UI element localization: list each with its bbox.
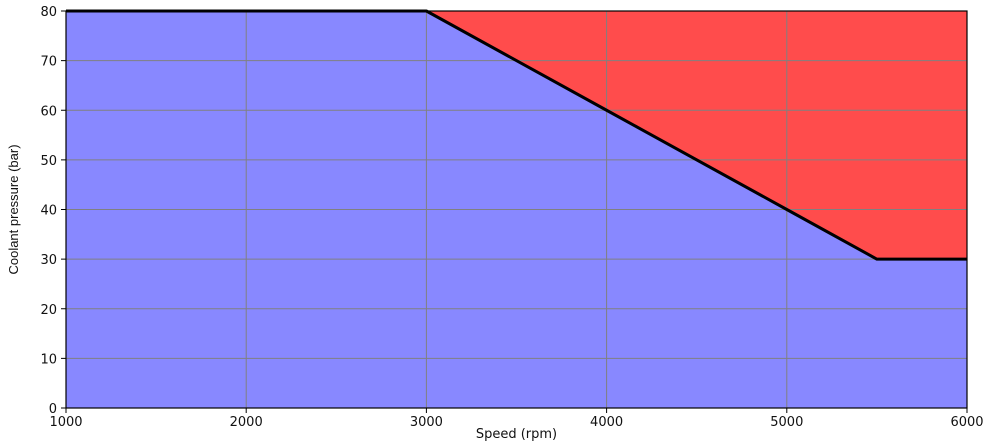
x-axis: 1000 2000 3000 4000 5000 6000 <box>49 408 984 430</box>
x-tick-label: 2000 <box>230 415 263 430</box>
y-tick-label: 40 <box>40 204 57 219</box>
x-tick-label: 6000 <box>950 415 983 430</box>
y-axis: 0 10 20 30 40 50 60 70 80 <box>40 5 66 417</box>
y-tick-label: 70 <box>40 55 57 70</box>
x-tick-label: 4000 <box>590 415 623 430</box>
plot-area <box>65 9 968 409</box>
x-tick-label: 1000 <box>49 415 82 430</box>
y-tick-label: 0 <box>49 402 57 417</box>
y-tick-label: 50 <box>40 154 57 169</box>
y-tick-label: 80 <box>40 5 57 20</box>
x-tick-label: 5000 <box>770 415 803 430</box>
y-axis-title: Coolant pressure (bar) <box>6 144 21 274</box>
y-tick-label: 20 <box>40 303 57 318</box>
y-tick-label: 30 <box>40 253 57 268</box>
y-tick-label: 10 <box>40 352 57 367</box>
x-axis-title: Speed (rpm) <box>476 427 557 441</box>
x-tick-label: 3000 <box>410 415 443 430</box>
y-tick-label: 60 <box>40 104 57 119</box>
region-above-boundary <box>66 11 967 260</box>
